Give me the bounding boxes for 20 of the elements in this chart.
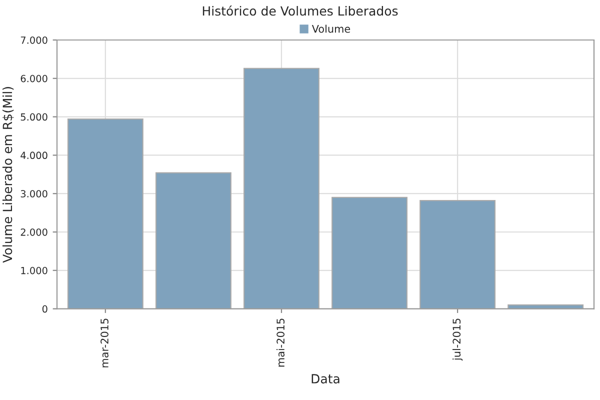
- y-tick-label: 4.000: [20, 152, 48, 160]
- x-tick-label: jul-2015: [452, 318, 463, 361]
- x-tick-label: mar-2015: [100, 318, 108, 368]
- y-tick-label: 7.000: [20, 36, 48, 44]
- bar: [244, 68, 320, 309]
- bar: [420, 200, 496, 309]
- y-tick-label: 2.000: [20, 228, 48, 236]
- y-axis-title: Volume Liberado em R$(Mil): [2, 87, 14, 263]
- y-tick-label: 1.000: [21, 266, 48, 274]
- y-tick-label: 3.000: [20, 190, 48, 198]
- y-tick-label: 0: [42, 305, 48, 313]
- y-tick-label: 5.000: [20, 113, 48, 121]
- bar: [332, 196, 408, 309]
- legend-label: Volume: [312, 24, 350, 33]
- bar: [155, 172, 232, 309]
- bar: [67, 118, 144, 309]
- chart-title: Histórico de Volumes Liberados: [202, 6, 398, 16]
- x-axis-title: Data: [312, 374, 340, 384]
- y-tick-label: 6.000: [20, 74, 48, 82]
- x-tick-label: mai-2015: [276, 318, 285, 367]
